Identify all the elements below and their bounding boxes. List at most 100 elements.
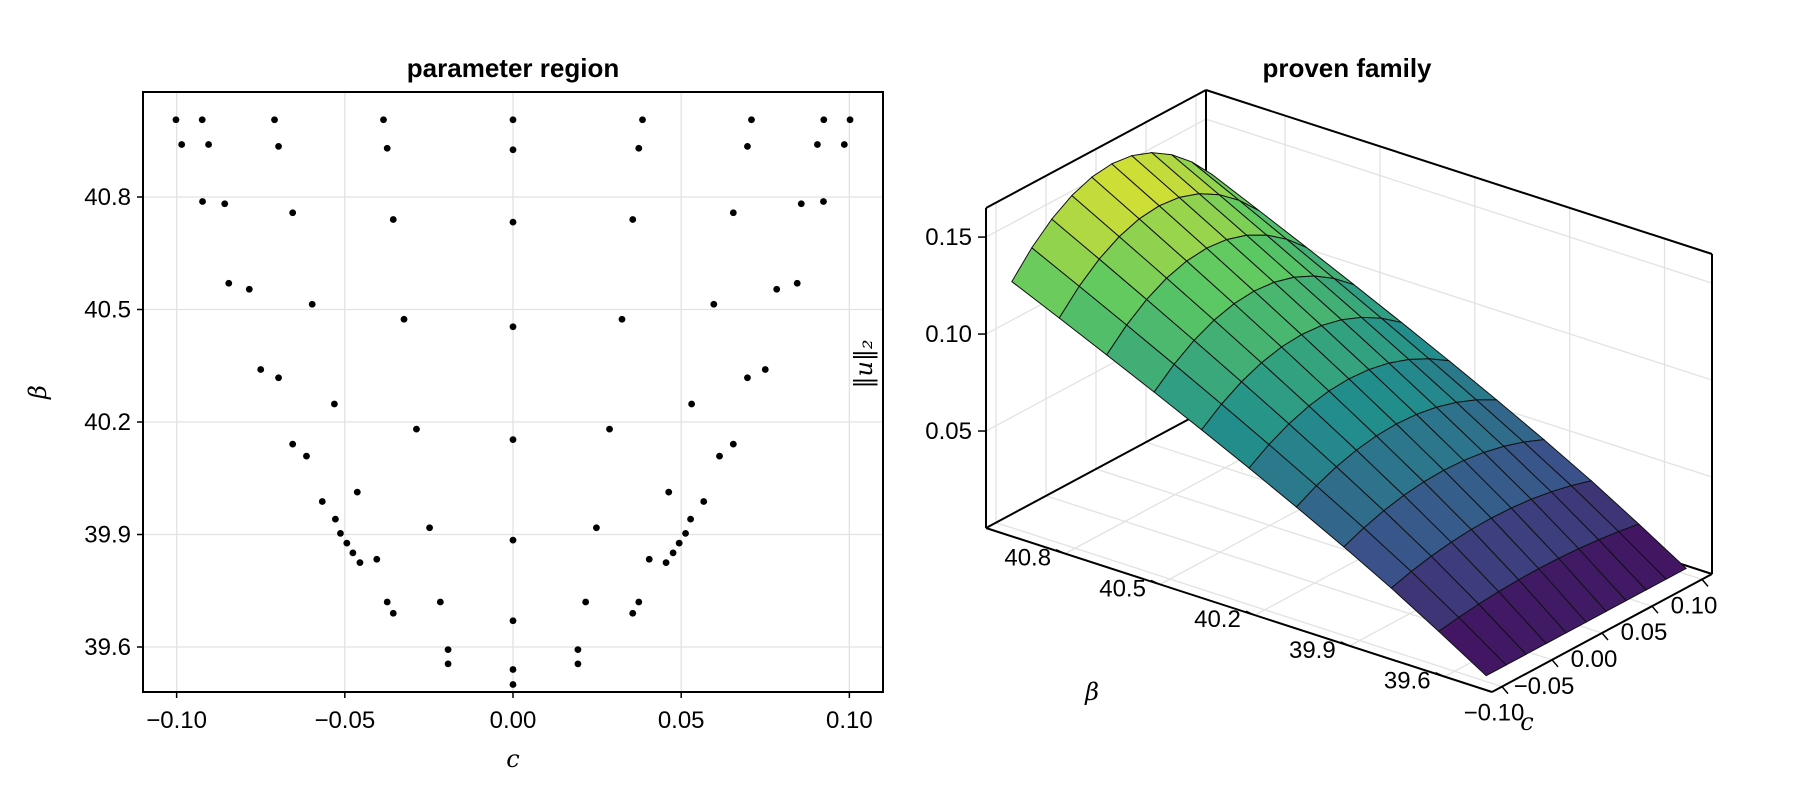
scatter-point (820, 198, 827, 205)
scatter-points (172, 116, 854, 688)
scatter-point (349, 549, 357, 557)
scatter-point (303, 452, 310, 460)
surface-face (1617, 523, 1688, 580)
y-axis-label: β (24, 385, 52, 400)
scatter-point (509, 617, 517, 625)
scatter-point (509, 536, 517, 544)
c-tick-mark (1651, 605, 1659, 614)
scatter-point (509, 146, 517, 154)
scatter-point (332, 515, 339, 523)
beta-tick-mark (1245, 610, 1256, 616)
y-tick-label: 39.9 (84, 522, 131, 549)
scatter-point (356, 559, 364, 567)
scatter-point (389, 609, 397, 617)
scatter-point (710, 300, 718, 308)
scatter-point (729, 209, 737, 217)
scatter-point (729, 440, 737, 448)
x-tick-label: −0.05 (314, 707, 375, 734)
scatter-point (840, 141, 848, 148)
scatter-point (629, 216, 637, 223)
x-tick-labels: −0.10 −0.05 0.00 0.05 0.10 (146, 692, 873, 734)
scatter-point (629, 609, 637, 617)
scatter-point (330, 400, 338, 408)
c-tick-label: 0.00 (1571, 646, 1618, 673)
scatter-point (308, 300, 316, 308)
wall-grid-line (1205, 118, 1713, 284)
y-axis-label: β (1084, 678, 1099, 706)
scatter-point (639, 116, 646, 124)
scatter-point (426, 524, 433, 532)
beta-tick-mark (1055, 548, 1066, 555)
scatter-point (257, 366, 265, 373)
scatter-point (509, 666, 517, 673)
scatter-point (509, 323, 517, 331)
scatter-point (205, 141, 212, 148)
axis-box-edge (985, 409, 1207, 529)
beta-tick-labels: 39.6 39.9 40.2 40.5 40.8 (1004, 545, 1445, 695)
scatter-point (606, 425, 613, 433)
axis-box-edge (1205, 89, 1713, 255)
scatter-point (593, 524, 600, 532)
scatter-point (509, 681, 517, 688)
y-tick-label: 40.8 (84, 184, 131, 211)
scatter-point (172, 116, 180, 124)
scatter-point (846, 116, 854, 124)
scatter-point (221, 200, 229, 208)
c-tick-mark (1501, 686, 1509, 695)
scatter-point (400, 315, 408, 323)
scatter-point (814, 141, 821, 148)
scatter-point (744, 142, 751, 150)
c-tick-mark (1701, 578, 1709, 587)
c-tick-label: −0.10 (1464, 700, 1525, 727)
scatter-point (271, 116, 278, 124)
scatter-point (318, 498, 326, 505)
y-tick-labels: 39.6 39.9 40.2 40.5 40.8 (84, 184, 143, 661)
axis-box-edge (985, 89, 1207, 209)
surface-mesh (1011, 151, 1688, 677)
scatter-point (797, 200, 805, 208)
scatter-point (716, 452, 723, 460)
scatter-point (618, 315, 626, 323)
scatter-point (289, 209, 297, 217)
scatter-point (245, 285, 253, 293)
x-axis-label: c (506, 745, 519, 773)
scatter-point (509, 218, 517, 226)
z-tick-label: 0.15 (925, 224, 972, 251)
z-axis-label: ‖u‖₂ (850, 339, 879, 388)
grid-lines (143, 92, 883, 692)
scatter-point (275, 142, 282, 150)
scatter-point (178, 141, 186, 148)
scatter-point (645, 555, 653, 563)
scatter-point (574, 660, 582, 668)
scatter-point (373, 555, 381, 563)
scatter-point (383, 144, 391, 152)
z-tick-label: 0.10 (925, 321, 972, 348)
scatter-point (436, 598, 444, 606)
scatter-point (389, 216, 397, 223)
beta-tick-label: 40.2 (1194, 606, 1241, 633)
scatter-point (675, 539, 683, 547)
scatter-point (700, 498, 708, 505)
floor-grid-line (995, 522, 1503, 688)
x-tick-label: 0.00 (490, 707, 537, 734)
x-axis-label: c (1520, 708, 1533, 736)
scatter-point (582, 598, 590, 606)
z-tick-label: 0.05 (925, 418, 972, 445)
beta-tick-mark (1340, 641, 1350, 647)
scatter-point (413, 425, 420, 433)
beta-tick-label: 39.9 (1289, 637, 1336, 664)
c-tick-label: 0.10 (1671, 592, 1718, 619)
scatter-point (289, 440, 297, 448)
scatter-point (820, 116, 828, 124)
scatter-point (275, 374, 282, 382)
y-tick-label: 40.5 (84, 297, 131, 324)
scatter-point (353, 488, 361, 496)
beta-tick-mark (1435, 671, 1445, 678)
scatter-point (669, 549, 677, 557)
scatter-point (682, 529, 689, 537)
c-tick-mark (1601, 632, 1609, 641)
x-tick-label: 0.05 (658, 707, 705, 734)
z-tick-labels: 0.05 0.10 0.15 (925, 224, 986, 445)
scatter-point (574, 646, 582, 654)
scatter-point (444, 646, 452, 654)
